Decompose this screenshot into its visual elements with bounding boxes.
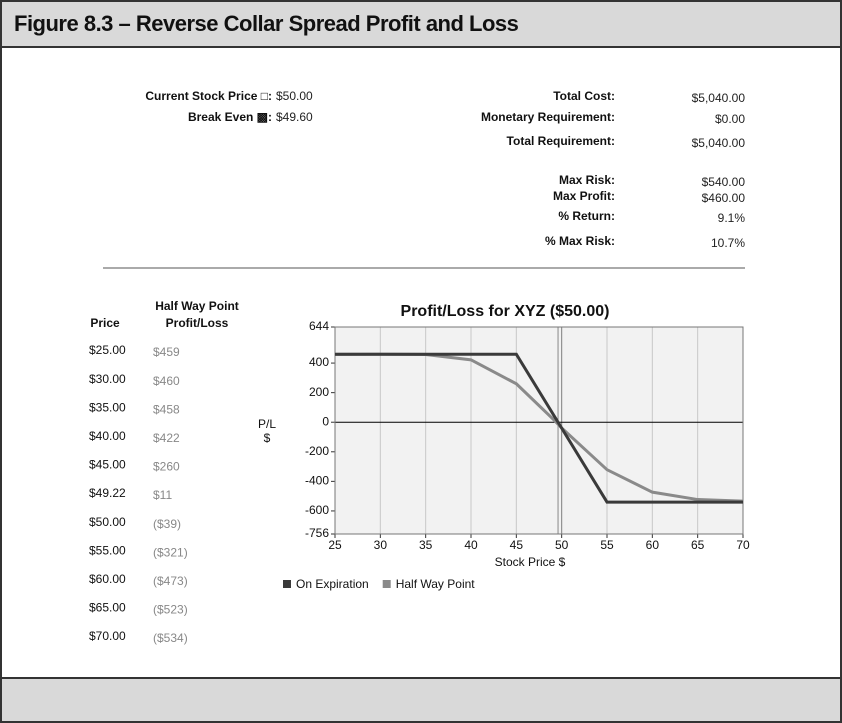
y-axis-label: P/L $ (258, 417, 276, 445)
summary-label: Total Requirement: (507, 134, 615, 148)
y-tick-label: 400 (309, 355, 329, 369)
summary-value: $49.60 (276, 110, 313, 124)
x-tick-label: 40 (464, 538, 478, 552)
table-pl: ($523) (153, 603, 188, 617)
summary-value: $540.00 (702, 175, 746, 189)
y-tick-label: 0 (322, 414, 329, 428)
x-tick-label: 70 (736, 538, 750, 552)
table-price: $35.00 (89, 400, 126, 414)
x-tick-label: 35 (419, 538, 433, 552)
summary-label: Total Cost: (553, 89, 615, 103)
summary-value: 10.7% (711, 236, 745, 250)
x-tick-label: 50 (555, 538, 569, 552)
summary-value: $5,040.00 (692, 91, 746, 105)
summary-label: Current Stock Price □: (145, 89, 272, 103)
x-tick-label: 45 (510, 538, 524, 552)
table-pl: ($39) (153, 517, 181, 531)
table-pl: $460 (153, 374, 180, 388)
table-price: $40.00 (89, 429, 126, 443)
table-price: $25.00 (89, 343, 126, 357)
y-tick-label: -400 (305, 474, 329, 488)
summary-label: % Max Risk: (545, 234, 615, 248)
summary-value: $0.00 (715, 112, 745, 126)
table-price: $45.00 (89, 458, 126, 472)
summary-label: Max Profit: (553, 189, 615, 203)
legend-label: On Expiration (296, 577, 369, 591)
table-header: Profit/Loss (166, 316, 229, 330)
header-band (0, 0, 842, 48)
x-tick-label: 60 (646, 538, 660, 552)
table-pl: $459 (153, 345, 180, 359)
y-tick-label: -600 (305, 503, 329, 517)
y-tick-label: 200 (309, 385, 329, 399)
table-pl: $458 (153, 402, 180, 416)
table-price: $55.00 (89, 543, 126, 557)
table-price: $60.00 (89, 572, 126, 586)
summary-label: % Return: (558, 209, 615, 223)
table-pl: $422 (153, 431, 180, 445)
legend-swatch (283, 580, 291, 588)
footer-band (0, 677, 842, 723)
y-tick-label: -200 (305, 444, 329, 458)
y-tick-label: -756 (305, 526, 329, 540)
table-price: $70.00 (89, 629, 126, 643)
table-header: Half Way Point (155, 299, 239, 313)
chart-title: Profit/Loss for XYZ ($50.00) (401, 303, 610, 320)
legend-label: Half Way Point (396, 577, 476, 591)
summary-label: Max Risk: (559, 173, 615, 187)
legend-swatch (382, 580, 391, 588)
table-pl: $11 (153, 488, 172, 502)
summary-label: Monetary Requirement: (481, 110, 615, 124)
figure-title: Figure 8.3 – Reverse Collar Spread Profi… (14, 11, 519, 36)
table-pl: ($534) (153, 631, 188, 645)
summary-label: Break Even ▩: (188, 110, 272, 124)
table-pl: ($473) (153, 574, 188, 588)
plot-border (334, 326, 744, 535)
summary-value: $50.00 (276, 89, 313, 103)
table-header: Price (90, 316, 120, 330)
x-tick-label: 30 (374, 538, 388, 552)
x-tick-label: 55 (600, 538, 614, 552)
x-tick-label: 25 (328, 538, 342, 552)
summary-value: 9.1% (718, 211, 746, 225)
table-pl: ($321) (153, 545, 188, 559)
table-price: $50.00 (89, 515, 126, 529)
x-axis-label: Stock Price $ (495, 555, 566, 569)
table-pl: $260 (153, 460, 180, 474)
summary-value: $460.00 (702, 191, 746, 205)
x-tick-label: 65 (691, 538, 705, 552)
table-price: $30.00 (89, 372, 126, 386)
table-price: $65.00 (89, 601, 126, 615)
table-price: $49.22 (89, 486, 126, 500)
series-line (335, 352, 743, 504)
y-tick-label: 644 (309, 319, 329, 333)
plot-area (335, 327, 743, 534)
summary-value: $5,040.00 (692, 136, 746, 150)
